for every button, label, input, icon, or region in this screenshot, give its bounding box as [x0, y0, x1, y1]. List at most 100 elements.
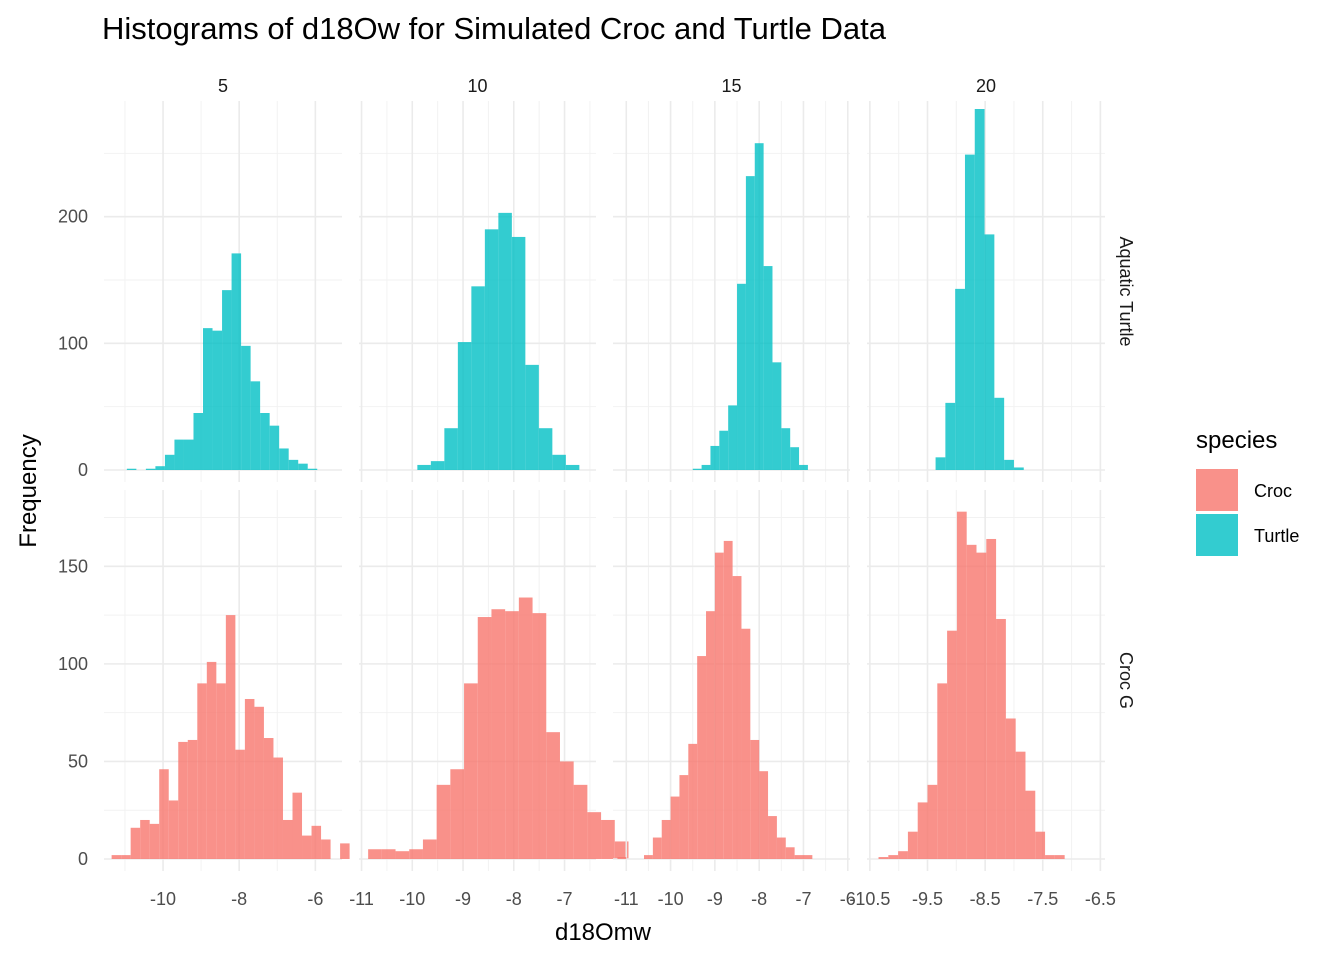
histogram-bar — [955, 288, 965, 470]
histogram-bar — [710, 445, 720, 470]
histogram-bar — [436, 784, 451, 859]
histogram-bar — [750, 739, 760, 859]
histogram-bar — [661, 819, 671, 859]
histogram-bar — [945, 402, 956, 470]
histogram-bar — [254, 706, 264, 859]
histogram-bar — [279, 448, 289, 470]
x-tick-label: -11 — [349, 889, 374, 909]
histogram-bar — [907, 831, 918, 859]
histogram-bar — [964, 154, 975, 470]
histogram-bar — [785, 847, 795, 859]
legend-label-turtle: Turtle — [1254, 526, 1299, 546]
panels-layer: 5 10 15 20 Aquatic Turtle Croc G 0 100 200 0 50 100… — [58, 76, 1136, 909]
histogram-bar — [321, 839, 331, 859]
histogram-bar — [525, 364, 539, 470]
histogram-bar — [1004, 459, 1014, 470]
histogram-bar — [679, 775, 689, 859]
histogram-bar — [187, 739, 198, 859]
panel-0-2 — [613, 101, 850, 482]
histogram-bar — [168, 800, 179, 859]
histogram-bar — [935, 457, 946, 470]
histogram-bar — [298, 463, 308, 470]
panel-1-0: 0 50 100 150 -10 -8 -6 — [58, 490, 350, 909]
histogram-bar — [241, 345, 251, 470]
y-tick-label: 50 — [68, 751, 88, 771]
histogram-bar — [1015, 751, 1026, 859]
histogram-bar — [159, 769, 169, 859]
histogram-bar — [183, 439, 194, 470]
histogram-bar — [974, 109, 985, 470]
histogram-bar — [652, 837, 662, 859]
histogram-bar — [269, 425, 280, 470]
x-tick-label: -8 — [231, 889, 247, 909]
histogram-bar — [701, 464, 711, 470]
histogram-bar — [368, 849, 382, 859]
histogram-bar — [311, 825, 322, 859]
x-tick-label: -9.5 — [912, 889, 943, 909]
legend: species Croc Turtle — [1196, 427, 1299, 556]
histogram-bar — [781, 428, 791, 470]
histogram-bar — [193, 413, 204, 470]
histogram-bar — [450, 769, 465, 859]
histogram-bar — [1005, 718, 1016, 859]
histogram-bar — [670, 796, 680, 859]
histogram-bar — [573, 784, 588, 859]
histogram-bar — [644, 855, 653, 859]
histogram-bar — [395, 851, 410, 859]
y-tick-label: 200 — [58, 207, 88, 227]
histogram-bar — [984, 234, 995, 470]
y-tick-label: 100 — [58, 654, 88, 674]
histogram-bar — [235, 749, 245, 859]
x-tick-label: -7.5 — [1027, 889, 1058, 909]
legend-label-croc: Croc — [1254, 481, 1292, 501]
histogram-bar — [1025, 790, 1036, 859]
histogram-bar — [741, 628, 751, 859]
histogram-bar — [538, 428, 553, 470]
facet-strip-row-1: Croc G — [1116, 652, 1136, 709]
x-tick-label: -7 — [795, 889, 811, 909]
histogram-bar — [302, 835, 312, 859]
histogram-bar — [776, 837, 786, 859]
histogram-bar — [174, 439, 184, 470]
x-tick-label: -6.5 — [1085, 889, 1116, 909]
histogram-bar — [263, 738, 274, 859]
x-tick-label: -8 — [751, 889, 767, 909]
histogram-bar — [565, 464, 580, 470]
histogram-bar — [381, 849, 396, 859]
x-tick-label: -7 — [557, 889, 573, 909]
facet-strip-col-20: 20 — [976, 76, 996, 96]
x-tick-label: -6 — [307, 889, 323, 909]
histogram-bar — [430, 461, 445, 470]
histogram-bar — [1045, 855, 1055, 859]
y-axis-title: Frequency — [15, 434, 42, 547]
histogram-bar — [937, 683, 948, 859]
histogram-bar — [511, 236, 526, 470]
histogram-bar — [790, 447, 800, 470]
histogram-bar — [723, 540, 733, 859]
x-tick-label: -11 — [614, 889, 639, 909]
histogram-bar — [307, 468, 318, 470]
x-axis-title: d18Omw — [555, 919, 652, 946]
histogram-bar — [559, 761, 574, 859]
histogram-bar — [737, 283, 746, 470]
facet-strip-row-0: Aquatic Turtle — [1116, 236, 1136, 346]
histogram-bar — [688, 743, 698, 859]
histogram-bar — [947, 630, 957, 859]
x-tick-label: -10 — [399, 889, 425, 909]
histogram-bar — [288, 459, 299, 470]
histogram-bar — [552, 454, 566, 470]
histogram-bar — [732, 576, 742, 859]
histogram-bar — [986, 538, 997, 859]
x-tick-label: -9 — [707, 889, 723, 909]
histogram-bar — [149, 823, 160, 859]
histogram-bar — [231, 253, 242, 470]
histogram-bar — [464, 683, 478, 859]
histogram-bar — [956, 511, 967, 859]
histogram-bar — [145, 468, 156, 470]
histogram-bar — [222, 290, 232, 470]
histogram-bar — [772, 362, 782, 470]
histogram-bar — [706, 611, 715, 859]
histogram-bar — [111, 855, 122, 859]
histogram-bar — [799, 464, 808, 470]
